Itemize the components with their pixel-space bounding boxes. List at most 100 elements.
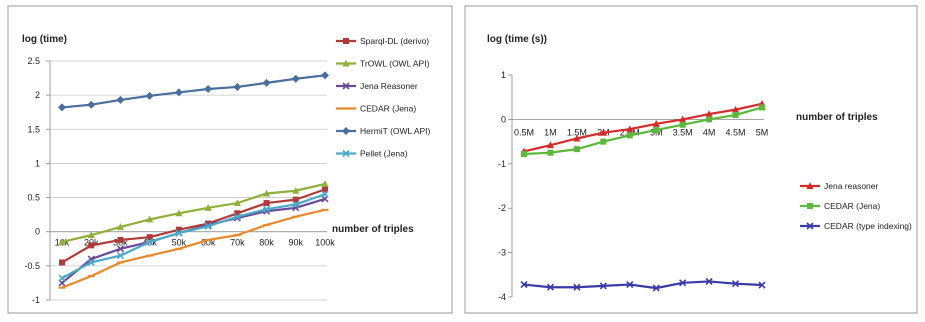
y-tick-label: 0.5 bbox=[27, 193, 40, 203]
legend-label: CEDAR (Jena) bbox=[824, 201, 880, 211]
data-point bbox=[116, 223, 125, 230]
legend-label: Jena reasoner bbox=[824, 181, 879, 191]
legend-item-cedar-type-indexing: CEDAR (type indexing) bbox=[800, 221, 912, 231]
y-tick-label: -1 bbox=[32, 295, 40, 305]
legend-label: CEDAR (Jena) bbox=[360, 104, 416, 114]
y-tick-label: -1 bbox=[498, 159, 506, 169]
data-point bbox=[731, 105, 740, 113]
data-point bbox=[292, 186, 300, 194]
data-point bbox=[234, 210, 241, 217]
x-tick-label: 90k bbox=[289, 238, 304, 248]
data-point bbox=[706, 116, 713, 123]
legend-item-jena-reasoner: Jena reasoner bbox=[800, 181, 879, 191]
data-point bbox=[573, 146, 580, 153]
series-line bbox=[61, 182, 326, 244]
data-point bbox=[546, 141, 555, 149]
legend-swatch-marker bbox=[806, 182, 814, 189]
series-line bbox=[61, 74, 326, 109]
chart-panel-left: log (time) number of triples -1 -0.5 0 0.5 1… bbox=[7, 5, 453, 314]
series-line bbox=[523, 106, 763, 156]
data-point bbox=[705, 110, 713, 118]
data-point bbox=[520, 281, 528, 289]
data-point bbox=[573, 134, 581, 142]
legend-swatch-marker bbox=[806, 222, 814, 230]
series-pellet-jena bbox=[58, 190, 329, 282]
x-axis-label-right: number of triples bbox=[796, 112, 878, 123]
data-point bbox=[146, 238, 154, 246]
x-tick-label: 5M bbox=[756, 127, 769, 137]
data-point bbox=[87, 258, 95, 267]
data-point bbox=[732, 111, 739, 118]
legend-swatch-marker bbox=[807, 203, 813, 209]
data-point bbox=[175, 229, 183, 237]
y-tick-label: 2.5 bbox=[27, 56, 40, 66]
data-point bbox=[117, 236, 124, 243]
data-point bbox=[321, 71, 329, 80]
legend-label: Sparql-DL (derivo) bbox=[360, 36, 429, 46]
data-point bbox=[679, 279, 687, 287]
y-axis-label-left: log (time) bbox=[22, 34, 67, 45]
data-point bbox=[263, 200, 270, 207]
series-sparql-dl-derivo bbox=[59, 186, 328, 266]
y-tick-label: -4 bbox=[498, 292, 506, 302]
data-point bbox=[204, 222, 212, 230]
legend-label: TrOWL (OWL API) bbox=[360, 59, 430, 69]
data-point bbox=[233, 199, 241, 207]
data-point bbox=[521, 151, 527, 158]
legend-item-trowl-owl-api: TrOWL (OWL API) bbox=[336, 59, 430, 69]
y-tick-label: 1 bbox=[35, 158, 40, 168]
data-point bbox=[204, 204, 212, 211]
data-point bbox=[759, 104, 765, 111]
y-tick-label: 0 bbox=[501, 114, 506, 124]
legend-swatch-marker bbox=[343, 38, 349, 44]
x-tick-label: 4M bbox=[703, 127, 716, 137]
x-tick-label: 80k bbox=[259, 238, 274, 248]
data-point bbox=[546, 283, 555, 291]
x-tick-label: 50k bbox=[172, 238, 187, 248]
x-tick-label: 60k bbox=[201, 238, 216, 248]
data-point bbox=[291, 74, 300, 83]
data-point bbox=[322, 186, 328, 193]
y-tick-label: -0.5 bbox=[24, 261, 40, 271]
legend-item-hermit-owl-api: HermiT (OWL API) bbox=[336, 126, 431, 136]
chart-panel-right: log (time (s)) number of triples -4 -3 -2 -… bbox=[464, 5, 918, 314]
x-tick-label: 70k bbox=[230, 238, 245, 248]
series-cedar-type-indexing bbox=[520, 277, 766, 292]
data-point bbox=[58, 103, 66, 112]
data-point bbox=[175, 226, 182, 233]
data-point bbox=[626, 281, 634, 289]
data-point bbox=[116, 245, 125, 253]
data-point bbox=[652, 284, 660, 292]
data-point bbox=[292, 196, 299, 203]
legend-label: Jena Reasoner bbox=[360, 81, 418, 91]
y-axis-label-right: log (time (s)) bbox=[487, 34, 547, 45]
data-point bbox=[758, 281, 766, 289]
data-point bbox=[116, 95, 125, 104]
data-point bbox=[204, 84, 213, 93]
legend-left: Sparql-DL (derivo) TrOWL (OWL API) Jena Re… bbox=[336, 36, 431, 159]
data-point bbox=[87, 100, 96, 109]
data-point bbox=[679, 121, 686, 128]
data-point bbox=[321, 180, 329, 187]
data-point bbox=[174, 88, 183, 97]
x-axis-label-left: number of triples bbox=[332, 224, 414, 235]
data-point bbox=[146, 215, 154, 223]
x-tick-label: 1.5M bbox=[567, 127, 587, 137]
data-point bbox=[262, 78, 271, 87]
data-point bbox=[175, 209, 183, 217]
data-point bbox=[58, 238, 66, 245]
y-tick-label: 0 bbox=[35, 227, 40, 237]
series-line bbox=[61, 188, 326, 264]
data-point bbox=[652, 120, 660, 127]
data-point bbox=[145, 91, 154, 100]
series-hermit-owl-api bbox=[58, 71, 329, 112]
series-line bbox=[523, 280, 763, 290]
data-point bbox=[146, 234, 153, 241]
data-point bbox=[599, 282, 607, 290]
legend-swatch-marker bbox=[342, 127, 350, 135]
data-point bbox=[116, 252, 125, 260]
data-point bbox=[292, 200, 300, 208]
y-tick-label: -2 bbox=[498, 203, 506, 213]
